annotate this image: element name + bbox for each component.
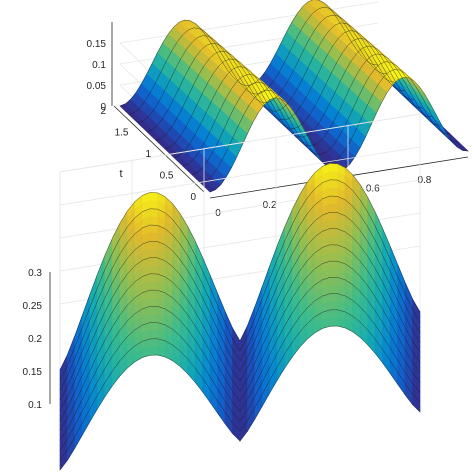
- bottom-surface-facet: [329, 252, 338, 262]
- bottom-surface-facet: [329, 163, 338, 173]
- bottom-surface-facet: [329, 277, 338, 286]
- top-mesh-line: [128, 7, 388, 115]
- bottom-surface-facet: [329, 187, 338, 197]
- bottom-surface-facet: [329, 317, 338, 327]
- bottom-surface-facet: [329, 244, 338, 254]
- top-t-tick-label: 0: [190, 192, 196, 203]
- bottom-surface-facet: [149, 192, 158, 202]
- bottom-surface-facet: [149, 257, 158, 267]
- bottom-mesh-line: [59, 277, 421, 441]
- bottom-mesh-line: [59, 228, 421, 411]
- bottom-surface-facet: [329, 179, 338, 189]
- top-mesh-line: [182, 53, 442, 167]
- bottom-mesh-line: [59, 195, 421, 391]
- bottom-surface-facet: [149, 314, 158, 323]
- top-t-tick-label: 0.5: [160, 171, 174, 182]
- top-x-tick-label: 0.2: [263, 200, 277, 211]
- bottom-surface-facet: [329, 203, 338, 213]
- bottom-surface-facet: [329, 236, 338, 246]
- bottom-mesh-line: [59, 212, 421, 401]
- bottom-surface-facet: [149, 249, 158, 259]
- top-z-tick-label: 0: [100, 102, 106, 113]
- bottom-surface-facet: [149, 265, 158, 275]
- bottom-surface-facet: [149, 232, 158, 242]
- bottom-surface-facet: [329, 195, 338, 205]
- bottom-surface-facet: [149, 281, 158, 291]
- bottom-surface-facet: [329, 171, 338, 181]
- bottom-mesh-line: [59, 244, 421, 421]
- bottom-surface-facet: [329, 260, 338, 270]
- bottom-surface-facet: [329, 220, 338, 230]
- bottom-surface-facet: [329, 301, 338, 311]
- bottom-surface-facet: [329, 228, 338, 238]
- bottom-surface-facet: [329, 293, 338, 303]
- bottom-surface-facet: [149, 330, 158, 340]
- bottom-mesh-line: [59, 179, 421, 381]
- top-mesh-line: [137, 14, 397, 124]
- bottom-surface-facet: [149, 322, 158, 332]
- bottom-surface-facet: [149, 200, 158, 210]
- bottom-surface-facet: [149, 216, 158, 226]
- bottom-surface-facet: [329, 211, 338, 222]
- bottom-surface-chart: 0.1 0.15 0.2 0.25 0.3: [23, 113, 421, 471]
- top-mesh-line: [191, 61, 451, 176]
- top-mesh-line: [173, 45, 433, 158]
- top-t-tick-label: 1.5: [115, 128, 129, 139]
- top-z-tick-label: 0.15: [87, 39, 107, 50]
- bottom-mesh-line: [59, 309, 421, 461]
- bottom-mesh-line: [59, 293, 421, 451]
- top-x-tick-label: 0.6: [366, 183, 380, 194]
- bottom-mesh-line: [59, 325, 421, 471]
- top-z-tick-label: 0.05: [87, 81, 107, 92]
- bottom-z-tick-label: 0.25: [23, 301, 43, 312]
- bottom-surface-facet: [149, 346, 158, 356]
- top-t-tick-label: 1: [145, 149, 151, 160]
- top-x-tick-label: 0.8: [417, 175, 431, 186]
- bottom-z-tick-label: 0.2: [28, 334, 42, 345]
- top-x-tick-label: 0: [215, 208, 221, 219]
- bottom-surface-facet: [329, 309, 338, 319]
- top-t-axis-label: t: [119, 168, 122, 180]
- bottom-surface-facet: [149, 240, 158, 251]
- bottom-surface-facet: [149, 338, 158, 348]
- bottom-surface-facet: [329, 268, 338, 278]
- bottom-mesh-line: [59, 163, 421, 371]
- bottom-z-tick-label: 0.15: [23, 367, 43, 378]
- bottom-surface-facet: [149, 306, 158, 315]
- bottom-mesh-line: [59, 260, 421, 431]
- bottom-axes: 0.1 0.15 0.2 0.25 0.3: [23, 268, 51, 411]
- bottom-surface-facet: [149, 289, 158, 299]
- top-mesh-line: [119, 0, 379, 107]
- top-t-tick-label: 2: [100, 106, 106, 117]
- bottom-grid-line: [59, 113, 421, 272]
- top-mesh-line: [164, 38, 424, 150]
- top-mesh-line: [200, 69, 460, 184]
- bottom-surface-facet: [149, 297, 158, 307]
- bottom-surface-facet: [149, 273, 158, 283]
- bottom-z-tick-label: 0.3: [28, 268, 42, 279]
- bottom-surface-facet: [149, 224, 158, 234]
- top-mesh-line: [155, 30, 415, 141]
- bottom-z-tick-label: 0.1: [28, 400, 42, 411]
- top-z-tick-label: 0.1: [92, 60, 106, 71]
- bottom-surface-facet: [329, 285, 338, 294]
- top-mesh-line: [146, 22, 406, 133]
- bottom-surface-facet: [149, 208, 158, 218]
- top-t-axis: [113, 105, 205, 193]
